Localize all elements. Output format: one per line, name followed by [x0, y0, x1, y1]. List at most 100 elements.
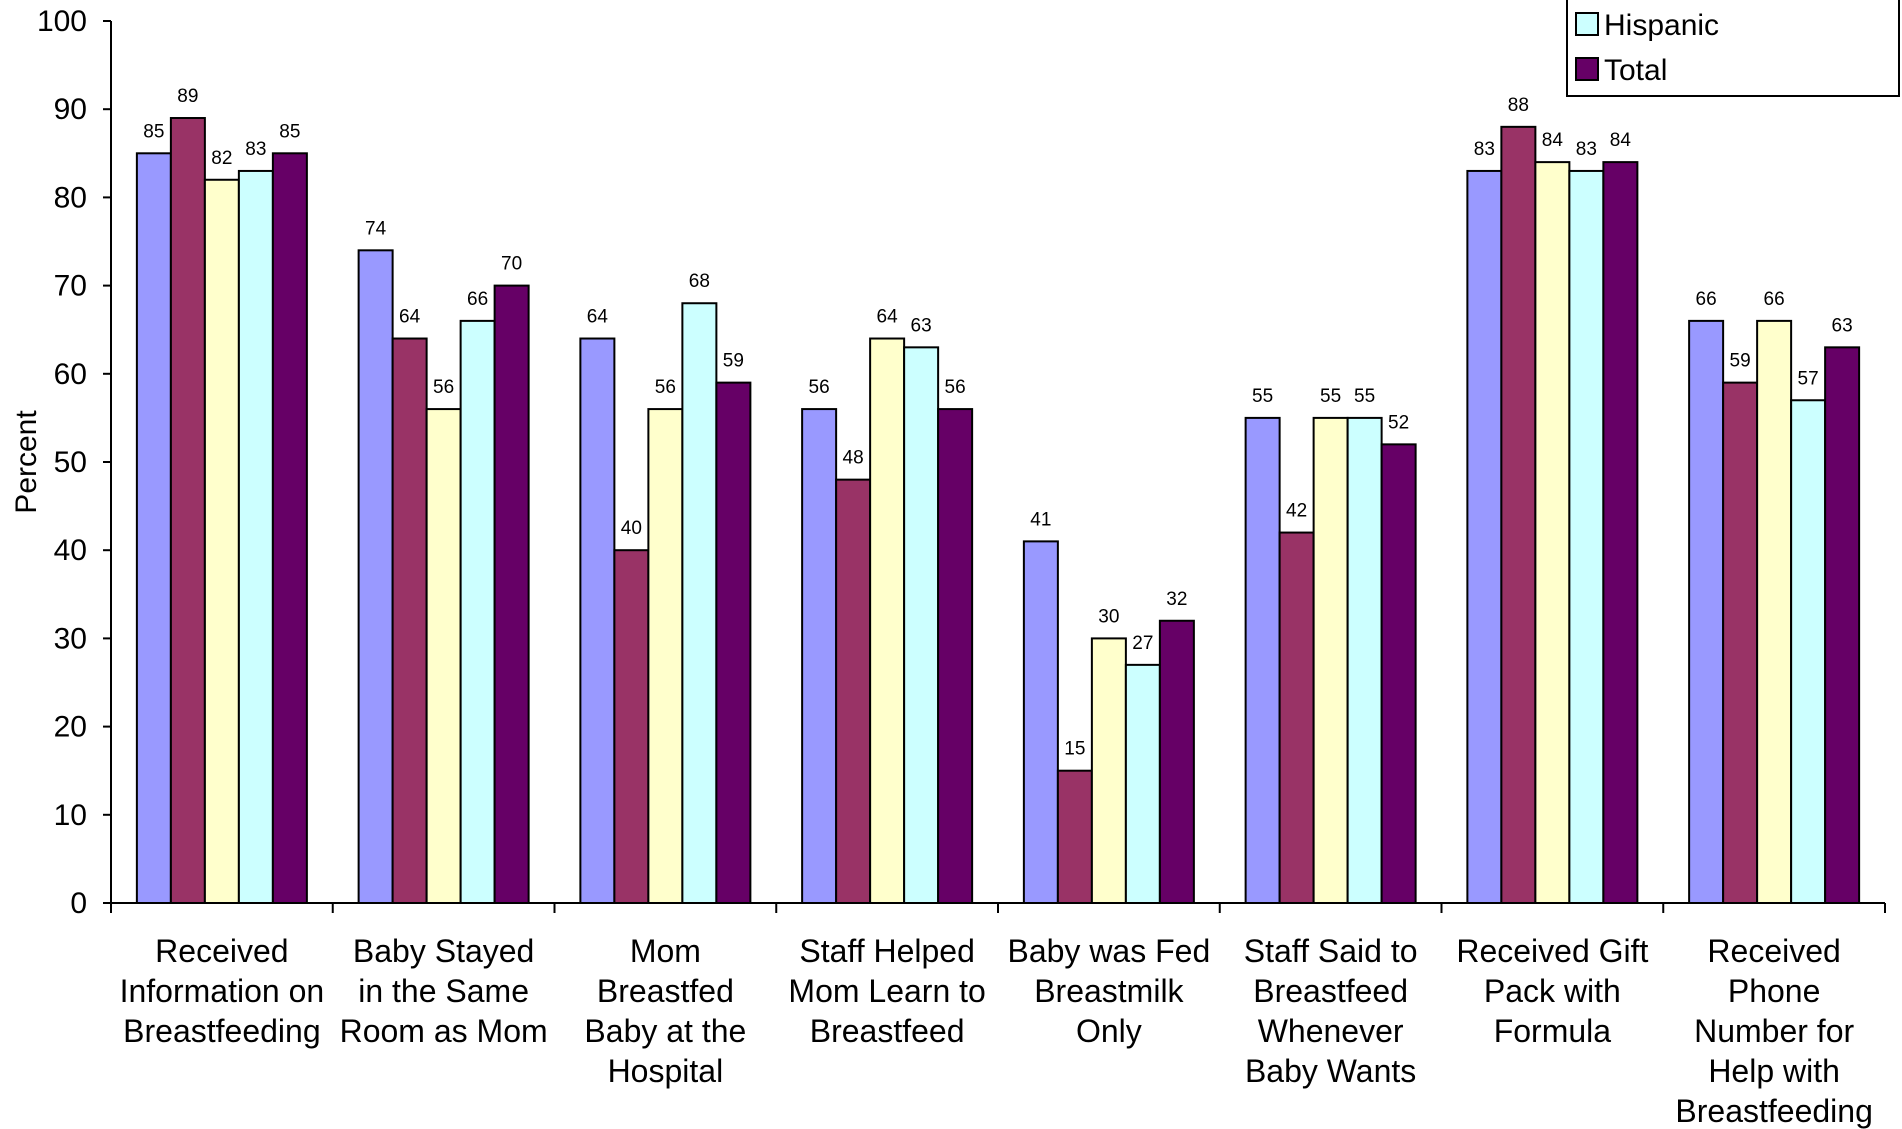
- y-tick-label: 80: [54, 181, 87, 214]
- y-tick-label: 10: [54, 799, 87, 832]
- bar-value-label: 48: [843, 448, 864, 469]
- bar: [1090, 637, 1127, 905]
- bar: [835, 478, 872, 904]
- bar-value-label: 56: [433, 377, 454, 398]
- bar: [271, 152, 308, 905]
- x-category-label: Baby Stayed in the Same Room as Mom: [340, 933, 548, 1049]
- bar-value-label: 70: [501, 254, 522, 275]
- bar-value-label: 30: [1098, 606, 1119, 627]
- bars: 85 89 82 83 85 74 64 56 66 70 64 40 56 68 59 56 48 64 63 56…: [135, 86, 1861, 905]
- bar-value-label: 63: [911, 315, 932, 336]
- bar-value-label: 59: [1730, 351, 1751, 372]
- bar-value-label: 83: [1576, 139, 1597, 160]
- bar-value-label: 66: [1696, 289, 1717, 310]
- bar-value-label: 56: [655, 377, 676, 398]
- bar-value-label: 66: [467, 289, 488, 310]
- bar: [459, 319, 496, 904]
- bar: [391, 337, 428, 904]
- x-category-label: Mom Breastfed Baby at the Hospital: [584, 933, 746, 1089]
- bar-value-label: 55: [1252, 386, 1273, 407]
- bar: [357, 249, 394, 904]
- bar: [1312, 416, 1349, 904]
- bar: [1500, 125, 1537, 904]
- bar: [937, 408, 974, 904]
- y-tick-label: 20: [54, 711, 87, 744]
- bar: [1124, 663, 1161, 904]
- bar-value-label: 66: [1764, 289, 1785, 310]
- bar: [169, 117, 206, 904]
- bar: [869, 337, 906, 904]
- bar-value-label: 68: [689, 271, 710, 292]
- bar-value-label: 63: [1832, 315, 1853, 336]
- bar-value-label: 64: [877, 307, 899, 328]
- bar-value-label: 27: [1132, 633, 1153, 654]
- bar-value-label: 64: [399, 307, 421, 328]
- bar: [1244, 416, 1281, 904]
- legend-swatch: [1575, 12, 1599, 36]
- bar: [1380, 443, 1417, 904]
- bar-value-label: 56: [809, 377, 830, 398]
- bar-value-label: 74: [365, 218, 387, 239]
- bar: [579, 337, 616, 904]
- bar-value-label: 84: [1610, 130, 1632, 151]
- y-tick-label: 30: [54, 622, 87, 655]
- x-category-label: Baby was Fed Breastmilk Only: [1007, 933, 1210, 1049]
- bar: [1346, 416, 1383, 904]
- y-tick-label: 0: [70, 887, 87, 920]
- bar: [903, 346, 940, 904]
- bar-value-label: 15: [1064, 739, 1085, 760]
- x-category-label: Staff Said to Breastfeed Whenever Baby Want…: [1244, 933, 1418, 1089]
- bar: [1790, 399, 1827, 904]
- bar: [1534, 161, 1571, 904]
- x-axis: Received Information on BreastfeedingBaby …: [110, 902, 1886, 1129]
- y-tick-label: 70: [54, 270, 87, 303]
- bar: [135, 152, 172, 905]
- bar: [425, 408, 462, 904]
- bar: [1278, 531, 1315, 904]
- y-axis-title: Percent: [10, 410, 43, 514]
- y-tick-label: 90: [54, 93, 87, 126]
- bar-value-label: 40: [621, 518, 642, 539]
- bar-value-label: 32: [1166, 589, 1187, 610]
- bar: [681, 302, 718, 904]
- bar: [1022, 540, 1059, 904]
- bar-value-label: 88: [1508, 95, 1529, 116]
- bar-value-label: 55: [1354, 386, 1375, 407]
- legend: Hispanic Total: [1566, 0, 1900, 97]
- bar-value-label: 57: [1798, 368, 1819, 389]
- bar-value-label: 89: [177, 86, 198, 107]
- x-category-label: Received Information on Breastfeeding: [120, 933, 325, 1049]
- bar: [1158, 619, 1195, 904]
- bar: [1466, 169, 1503, 904]
- x-category-label: Received Phone Number for Help with Breastfe…: [1675, 933, 1872, 1129]
- bar: [715, 381, 752, 904]
- bar-value-label: 85: [279, 121, 300, 142]
- legend-label: Hispanic: [1604, 9, 1719, 42]
- bar: [1722, 381, 1759, 904]
- y-tick-label: 60: [54, 358, 87, 391]
- legend-swatch: [1575, 57, 1599, 81]
- legend-label: Total: [1604, 54, 1667, 87]
- bar-value-label: 83: [1474, 139, 1495, 160]
- bar-value-label: 56: [945, 377, 966, 398]
- y-tick-label: 100: [37, 5, 87, 38]
- bar-value-label: 55: [1320, 386, 1341, 407]
- x-category-label: Staff Helped Mom Learn to Breastfeed: [788, 933, 985, 1049]
- bar: [1756, 319, 1793, 904]
- bar: [1056, 769, 1093, 905]
- bar-value-label: 64: [587, 307, 609, 328]
- y-tick-label: 40: [54, 534, 87, 567]
- bar: [493, 284, 530, 905]
- bar: [1824, 346, 1861, 904]
- x-category-label: Received Gift Pack with Formula: [1456, 933, 1648, 1049]
- bar-value-label: 41: [1030, 509, 1051, 530]
- bar: [1688, 319, 1725, 904]
- bar: [237, 169, 274, 904]
- bar-value-label: 85: [143, 121, 164, 142]
- bar-value-label: 42: [1286, 501, 1307, 522]
- bar: [647, 408, 684, 904]
- bar-value-label: 82: [211, 148, 232, 169]
- bar-value-label: 83: [245, 139, 266, 160]
- bar-value-label: 84: [1542, 130, 1564, 151]
